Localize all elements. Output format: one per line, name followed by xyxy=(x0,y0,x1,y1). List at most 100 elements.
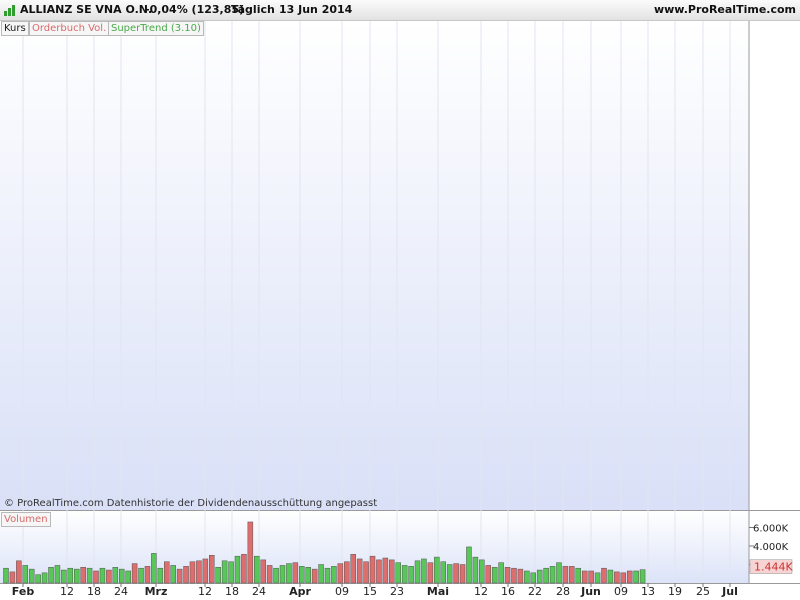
volume-bar xyxy=(633,570,639,584)
volume-bar xyxy=(556,562,562,584)
volume-bar xyxy=(382,557,389,584)
volume-bar xyxy=(48,567,54,584)
date-tick-label: 18 xyxy=(87,585,101,598)
volume-bar xyxy=(22,565,29,584)
date-tick-label: Jun xyxy=(580,585,601,598)
volume-bar xyxy=(331,566,337,584)
volume-bar xyxy=(363,561,369,584)
volume-bar xyxy=(318,564,324,584)
volume-bar xyxy=(594,572,601,584)
volume-bar xyxy=(498,562,504,584)
volume-bar xyxy=(93,570,99,584)
volume-bar xyxy=(299,566,305,584)
volume-bar xyxy=(524,570,530,584)
volume-bar xyxy=(517,568,524,584)
volume-bar xyxy=(112,567,119,584)
last-volume-label: 1.444K xyxy=(754,561,793,574)
volume-bar xyxy=(344,561,350,584)
date-tick-label: 28 xyxy=(556,585,570,598)
date-tick-label: 24 xyxy=(114,585,128,598)
date-tick-label: Apr xyxy=(289,585,311,598)
volume-bar xyxy=(427,562,434,584)
volume-bar xyxy=(67,567,74,584)
volume-bar xyxy=(247,521,254,584)
volume-bar xyxy=(9,571,16,584)
volume-bar xyxy=(446,564,453,584)
date-tick-label: 16 xyxy=(501,585,515,598)
volume-bar xyxy=(202,558,209,584)
volume-bar xyxy=(549,566,556,584)
date-tick-label: Jul xyxy=(721,585,738,598)
volume-bar xyxy=(266,565,273,584)
volume-tick-label: 4.000K xyxy=(753,542,789,553)
volume-bar xyxy=(440,561,446,584)
volume-bar xyxy=(459,564,466,584)
volume-bar xyxy=(389,559,395,584)
volume-bar xyxy=(414,560,421,584)
volume-bar xyxy=(504,567,511,584)
volume-bar xyxy=(356,558,363,584)
tab-kurs[interactable]: Kurs xyxy=(1,21,29,36)
tab-orderbuch-vol[interactable]: Orderbuch Vol. xyxy=(29,21,110,36)
tab-supertrend[interactable]: SuperTrend (3.10) xyxy=(108,21,204,36)
date-label: 13 Jun 2014 xyxy=(279,3,353,16)
volume-bar xyxy=(273,567,279,584)
volume-bar xyxy=(369,555,376,584)
volume-bar xyxy=(376,559,382,584)
volume-bar xyxy=(279,565,286,584)
volume-bar xyxy=(324,567,331,584)
volume-bar xyxy=(601,567,607,584)
date-tick-label: 13 xyxy=(641,585,655,598)
volume-tick-label: 6.000K xyxy=(753,524,789,535)
site-label: www.ProRealTime.com xyxy=(653,3,796,16)
volume-bar xyxy=(337,563,344,584)
date-tick-label: Feb xyxy=(12,585,35,598)
volume-bar xyxy=(260,559,266,584)
date-tick-label: 19 xyxy=(668,585,682,598)
volume-bar xyxy=(434,556,440,584)
tab-volumen[interactable]: Volumen xyxy=(1,512,51,527)
date-tick-label: 12 xyxy=(198,585,212,598)
last-volume-label-box xyxy=(749,559,793,574)
volume-bar xyxy=(16,560,22,584)
volume-bar xyxy=(54,565,61,584)
instrument-title: ALLIANZ SE VNA O.N. xyxy=(20,3,153,16)
interval-label: Täglich xyxy=(231,3,275,16)
volume-bar xyxy=(228,561,234,584)
volume-bar xyxy=(562,566,569,584)
prorealtime-logo-icon xyxy=(4,5,16,16)
volume-bar xyxy=(86,567,93,584)
volume-bar xyxy=(35,574,41,584)
volume-bar xyxy=(408,566,414,584)
volume-bar xyxy=(196,560,202,584)
volume-bar xyxy=(80,567,86,584)
volume-bar xyxy=(292,562,299,584)
date-tick-label: 12 xyxy=(474,585,488,598)
volume-bar xyxy=(183,566,189,584)
volume-bar xyxy=(479,559,485,584)
volume-bar xyxy=(215,567,221,584)
volume-bar xyxy=(472,556,479,584)
date-tick-label: 18 xyxy=(225,585,239,598)
date-tick-label: 09 xyxy=(335,585,349,598)
volume-bar xyxy=(106,569,112,584)
volume-bar xyxy=(41,572,48,584)
volume-bar xyxy=(28,568,35,584)
date-tick-label: 25 xyxy=(696,585,710,598)
volume-bar xyxy=(73,568,80,584)
volume-bar xyxy=(157,567,164,584)
volume-bar xyxy=(575,567,582,584)
volume-bar xyxy=(511,567,517,584)
volume-bar xyxy=(530,572,537,584)
volume-bar xyxy=(395,562,401,584)
volume-bar xyxy=(99,567,106,584)
volume-bar xyxy=(626,570,633,584)
volume-bar xyxy=(311,568,318,584)
volume-bar xyxy=(543,567,549,584)
volume-bar xyxy=(221,560,228,584)
volume-bar xyxy=(305,567,311,584)
volume-bar xyxy=(3,567,9,584)
volume-bar xyxy=(588,570,594,584)
volume-bar xyxy=(118,568,125,584)
